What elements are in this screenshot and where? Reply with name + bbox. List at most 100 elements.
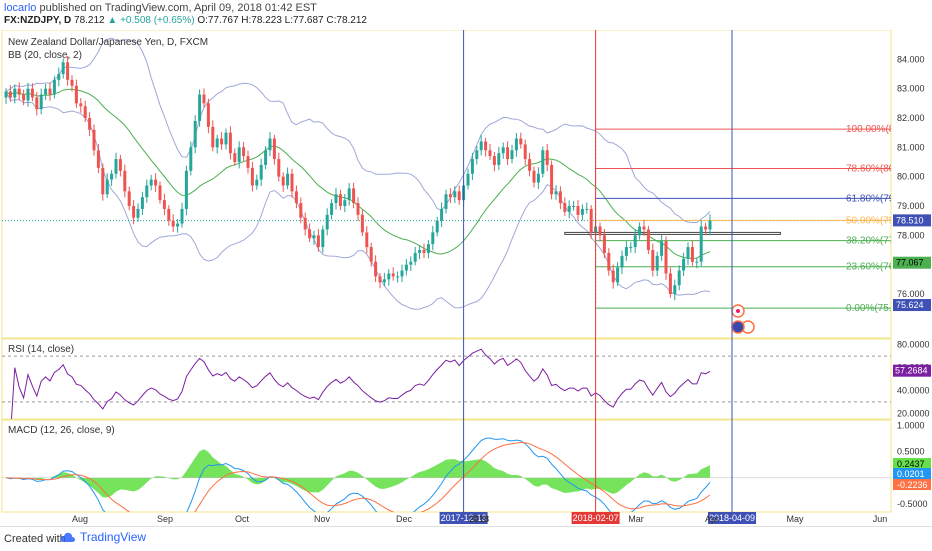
candle-body — [352, 188, 356, 204]
vertical-markers[interactable]: 2017-12-13 2018-02-07 2018-04-09 — [439, 30, 756, 524]
fib-level-label: 100.00%(8 — [846, 124, 895, 135]
candle-body — [448, 194, 452, 198]
candle-body — [44, 88, 48, 95]
candle-body — [299, 203, 303, 218]
footer-bar: Created with TradingView — [0, 526, 932, 551]
rsi-value-badge[interactable] — [893, 364, 931, 377]
candle-body — [374, 261, 378, 277]
macd-axis-tick: 0.5000 — [897, 447, 925, 457]
candle-body — [638, 226, 642, 236]
time-axis-tick: Dec — [396, 514, 413, 524]
vertical-marker-badge[interactable] — [571, 512, 620, 524]
publish-line: locarlo published on TradingView.com, Ap… — [4, 2, 317, 14]
candle-body — [409, 261, 413, 265]
cloud-icon — [60, 532, 76, 542]
candle-body — [523, 144, 527, 160]
candle-body — [132, 206, 136, 218]
candle-body — [466, 173, 470, 186]
time-axis[interactable]: Aug Sep Oct Nov Dec 2018 Mar Apr May Jun — [72, 514, 887, 524]
tradingview-logo[interactable]: TradingView — [60, 530, 146, 544]
candle-body — [145, 185, 149, 198]
candle-body — [26, 88, 30, 101]
candle-body — [554, 191, 558, 195]
earnings-marker-icon[interactable] — [731, 320, 745, 334]
macd-value-badge[interactable] — [893, 458, 931, 469]
price-axis-tick: 82.000 — [897, 113, 925, 123]
time-axis-tick: Mar — [628, 514, 644, 524]
author-link[interactable]: locarlo — [4, 2, 37, 14]
candle-body — [246, 156, 250, 168]
macd-value-badge[interactable] — [893, 468, 931, 479]
candle-body — [105, 179, 109, 195]
candle-body — [136, 208, 140, 218]
candle-body — [215, 138, 219, 148]
fib-level-label: 23.60%(76 — [846, 262, 895, 273]
candle-body — [268, 138, 272, 151]
vertical-marker-badge[interactable] — [439, 512, 488, 524]
macd-value-badge[interactable] — [893, 479, 931, 490]
price-badge[interactable] — [893, 299, 931, 312]
price-change: +0.508 (+0.65%) — [120, 15, 195, 26]
candle-body — [651, 250, 655, 271]
candle-body — [536, 173, 540, 183]
candle-body — [66, 62, 70, 80]
candle-body — [545, 150, 549, 165]
fib-level-label: 61.80%(79 — [846, 193, 895, 204]
change-up-icon: ▲ — [107, 15, 118, 26]
candle-body — [206, 103, 210, 127]
price-axis[interactable]: 76.00077.00078.00079.00080.00081.00082.0… — [893, 54, 931, 509]
bb-upper-line — [5, 37, 711, 223]
macd-value-label: 0.2437 — [897, 459, 925, 469]
candle-body — [532, 170, 536, 183]
chart-canvas[interactable]: 100.00%(8 78.60%(80 61.80%(79 50.00%(79 38.2… — [0, 30, 932, 526]
candle-body — [198, 94, 202, 121]
fib-level-label: 0.00%(75. — [846, 303, 892, 314]
candle-body — [176, 223, 180, 227]
candle-body — [682, 258, 686, 271]
price-badge[interactable] — [893, 214, 931, 227]
rsi-axis-tick: 80.0000 — [897, 340, 930, 350]
candle-body — [510, 150, 514, 160]
time-axis-tick: Apr — [705, 514, 719, 524]
candle-body — [655, 255, 659, 271]
chart-header: locarlo published on TradingView.com, Ap… — [0, 0, 932, 30]
candle-body — [677, 270, 681, 286]
candle-body — [369, 247, 373, 262]
candle-body — [567, 206, 571, 212]
macd-axis-tick: -0.5000 — [897, 499, 928, 509]
rsi-indicator-label: RSI (14, close) — [8, 344, 74, 355]
candle-body — [255, 179, 259, 186]
candle-body — [22, 94, 26, 101]
candle-body — [616, 267, 620, 283]
candle-body — [272, 138, 276, 160]
fibonacci-retracement[interactable]: 100.00%(8 78.60%(80 61.80%(79 50.00%(79 38.2… — [564, 124, 895, 314]
candle-body — [312, 235, 316, 239]
time-axis-tick: Jun — [873, 514, 888, 524]
candle-body — [286, 173, 290, 186]
candle-body — [171, 220, 175, 227]
macd-line — [5, 437, 711, 512]
price-badge-label: 77.067 — [896, 258, 924, 268]
candle-body — [149, 179, 153, 186]
close-value: C:78.212 — [326, 15, 367, 26]
candle-body — [382, 279, 386, 283]
vertical-marker-badge[interactable] — [708, 512, 756, 524]
candle-body — [440, 208, 444, 221]
candle-body — [334, 194, 338, 204]
vertical-marker-label: 2018-02-07 — [573, 513, 619, 523]
candle-body — [321, 229, 325, 248]
time-axis-tick: 2018 — [469, 514, 489, 524]
price-badge[interactable] — [893, 256, 931, 269]
candle-body — [277, 159, 281, 177]
candle-body — [413, 252, 417, 262]
candle-body — [220, 138, 224, 145]
price-badge-label: 75.624 — [896, 300, 924, 310]
price-axis-tick: 79.000 — [897, 201, 925, 211]
candle-body — [70, 79, 74, 86]
price-badge-label: 78.510 — [896, 215, 924, 225]
candle-body — [541, 150, 545, 174]
rsi-series — [2, 348, 891, 419]
candle-body — [580, 208, 584, 215]
candle-body — [607, 252, 611, 271]
candle-body — [400, 270, 404, 277]
